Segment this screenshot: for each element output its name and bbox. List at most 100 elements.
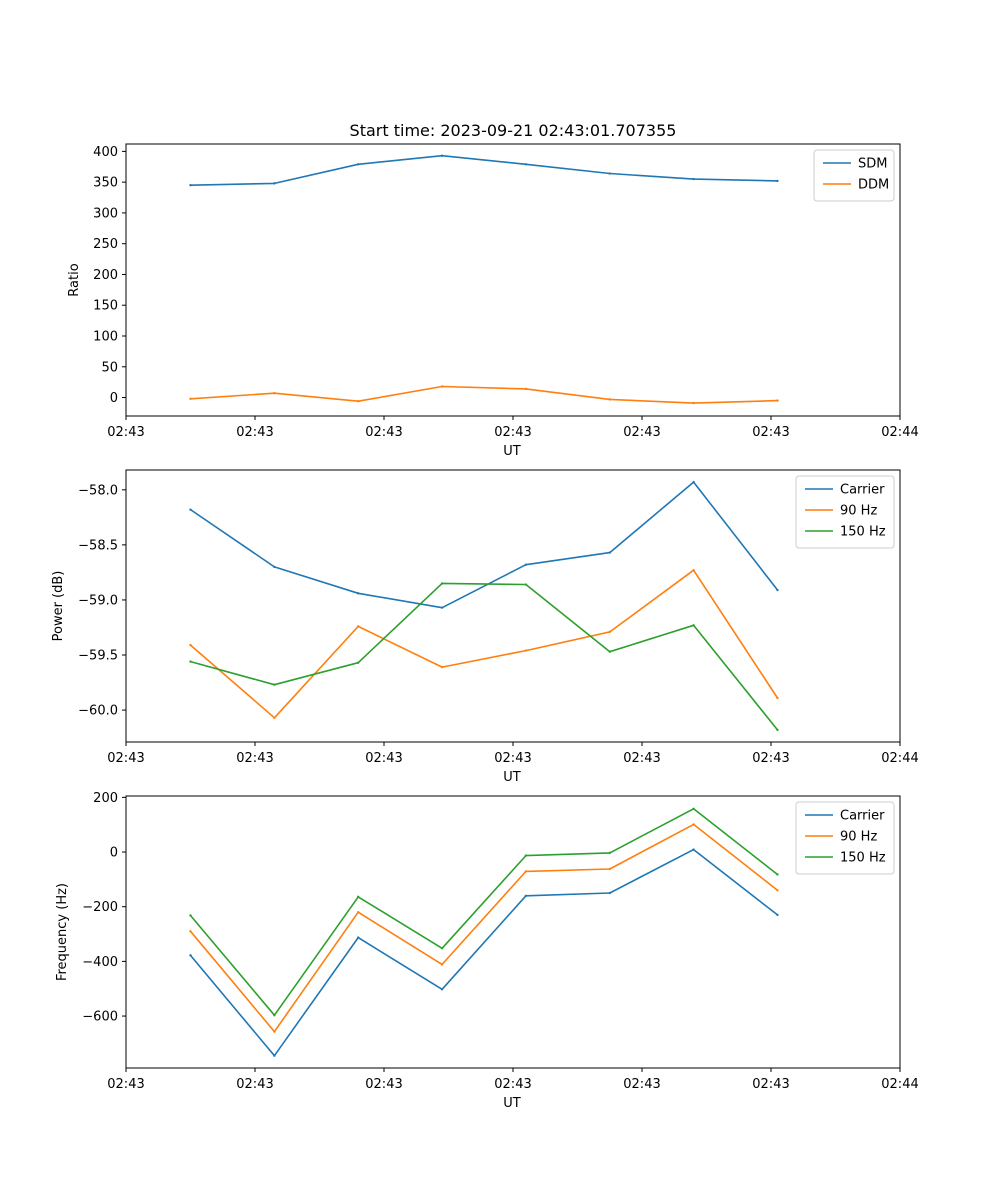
data-point	[608, 891, 611, 895]
data-point	[189, 184, 192, 187]
y-tick-label: 100	[93, 330, 118, 345]
data-point	[608, 630, 611, 634]
chart-panels: 02:43 02:43 02:43 02:43 02:43 02:43 02:44 0 50 10…	[51, 143, 919, 1111]
series-line-carrier	[189, 848, 778, 1057]
data-point	[357, 910, 360, 914]
data-point	[273, 683, 276, 686]
x-tick-label: 02:43	[494, 425, 531, 440]
legend: Carrier 90 Hz 150 Hz	[795, 801, 895, 875]
y-tick-label: 200	[93, 268, 118, 283]
data-point	[273, 565, 276, 569]
data-point	[608, 851, 611, 855]
data-point	[357, 592, 360, 595]
x-axis-label: UT	[503, 1096, 521, 1111]
y-tick-label: 300	[93, 206, 118, 221]
data-point	[440, 606, 444, 609]
y-tick-label: −59.0	[78, 593, 118, 608]
data-point	[776, 399, 779, 402]
y-tick-label: 350	[93, 176, 118, 191]
axes-frame	[125, 469, 901, 743]
data-point	[273, 182, 276, 185]
data-point	[608, 650, 611, 653]
series-line-carrier	[190, 481, 779, 609]
data-point	[189, 660, 192, 663]
y-tick-label: 200	[93, 791, 118, 806]
data-point	[692, 480, 695, 484]
x-tick-label: 02:43	[365, 1077, 402, 1092]
series-line-150-hz	[190, 582, 779, 731]
chart-panel-1: 02:43 02:43 02:43 02:43 02:43 02:43 02:44 0 50 10…	[67, 143, 919, 459]
legend-label: 150 Hz	[840, 851, 886, 866]
series-line-90-hz	[189, 823, 778, 1033]
data-point	[692, 401, 695, 405]
data-point	[357, 163, 360, 166]
x-tick-label: 02:43	[494, 751, 531, 766]
data-point	[692, 807, 695, 811]
data-point	[440, 665, 444, 669]
y-axis-label: Frequency (Hz)	[55, 883, 70, 981]
data-point	[189, 643, 192, 647]
data-point	[776, 728, 779, 732]
y-tick-label: 400	[93, 145, 118, 160]
legend-label: Carrier	[840, 809, 885, 824]
data-point	[357, 936, 360, 939]
x-tick-label: 02:43	[623, 1077, 660, 1092]
chart-panel-2: 02:43 02:43 02:43 02:43 02:43 02:43 02:44 −60.0…	[51, 469, 919, 785]
legend-label: 90 Hz	[840, 504, 877, 519]
data-point	[776, 913, 779, 917]
data-point	[608, 172, 611, 175]
x-tick-label: 02:43	[236, 425, 273, 440]
data-point	[524, 894, 528, 897]
x-tick-label: 02:43	[236, 751, 273, 766]
series-line-sdm	[190, 154, 778, 186]
series-line-90-hz	[189, 569, 779, 719]
data-point	[692, 624, 695, 627]
data-point	[189, 914, 192, 917]
y-tick-label: −60.0	[78, 704, 118, 719]
y-tick-label: −200	[82, 900, 118, 915]
y-tick-label: −400	[82, 955, 118, 970]
data-point	[357, 895, 360, 899]
y-axis-label: Power (dB)	[51, 571, 66, 642]
x-tick-label: 02:43	[107, 751, 144, 766]
data-point	[776, 179, 779, 183]
x-tick-label: 02:43	[365, 751, 402, 766]
data-point	[440, 582, 444, 585]
y-tick-label: 150	[93, 299, 118, 314]
data-point	[608, 398, 611, 401]
data-point	[524, 854, 528, 857]
x-tick-label: 02:43	[752, 1077, 789, 1092]
y-tick-label: −59.5	[78, 649, 118, 664]
data-point	[273, 1054, 276, 1057]
x-tick-label: 02:43	[107, 425, 144, 440]
data-point	[692, 823, 695, 826]
y-tick-label: −58.5	[78, 538, 118, 553]
x-tick-label: 02:43	[752, 751, 789, 766]
legend-label: 90 Hz	[840, 830, 877, 845]
data-point	[357, 661, 360, 664]
data-point	[608, 867, 611, 871]
legend-box	[795, 801, 895, 875]
x-tick-label: 02:43	[236, 1077, 273, 1092]
x-tick-label: 02:44	[881, 425, 918, 440]
legend-label: Carrier	[840, 483, 885, 498]
data-point	[692, 569, 695, 572]
x-tick-label: 02:44	[881, 1077, 918, 1092]
y-tick-label: 250	[93, 237, 118, 252]
x-tick-label: 02:43	[365, 425, 402, 440]
legend-label: 150 Hz	[840, 525, 886, 540]
x-tick-label: 02:43	[623, 751, 660, 766]
chart-panel-3: 02:43 02:43 02:43 02:43 02:43 02:43 02:44 −600 −…	[55, 791, 919, 1111]
data-point	[440, 988, 444, 991]
data-point	[273, 716, 276, 719]
data-point	[524, 870, 528, 873]
data-point	[524, 583, 528, 586]
data-point	[524, 387, 528, 391]
data-point	[692, 177, 695, 181]
data-point	[440, 947, 444, 950]
data-point	[524, 163, 528, 166]
y-tick-label: −600	[82, 1010, 118, 1025]
data-point	[440, 963, 444, 966]
data-point	[524, 563, 528, 566]
series-line-ddm	[190, 385, 778, 404]
